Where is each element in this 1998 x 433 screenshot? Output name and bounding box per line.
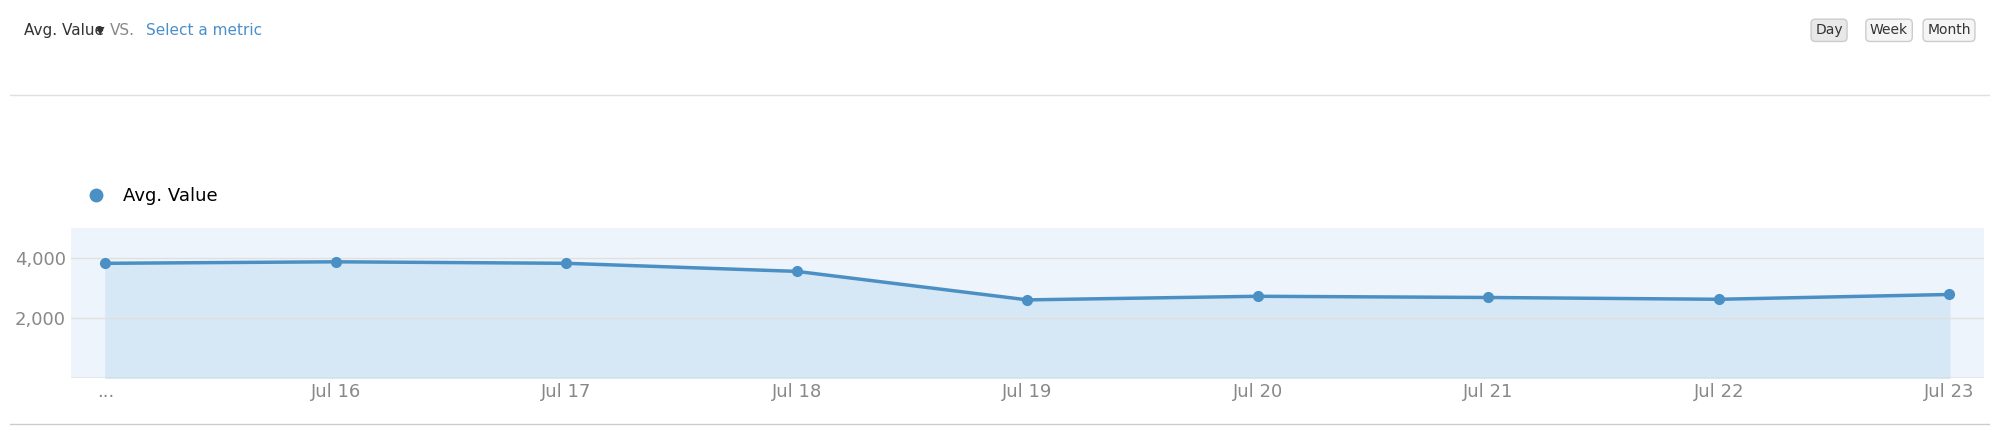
Text: ▼: ▼ bbox=[96, 25, 104, 36]
Point bbox=[1241, 293, 1273, 300]
Legend: Avg. Value: Avg. Value bbox=[70, 180, 224, 213]
Point bbox=[90, 260, 122, 267]
Point bbox=[549, 260, 581, 267]
Text: Select a metric: Select a metric bbox=[146, 23, 262, 38]
Point bbox=[1702, 296, 1734, 303]
Text: Avg. Value: Avg. Value bbox=[24, 23, 104, 38]
Text: VS.: VS. bbox=[110, 23, 136, 38]
Text: Month: Month bbox=[1926, 23, 1970, 37]
Text: Week: Week bbox=[1868, 23, 1908, 37]
Point bbox=[781, 268, 813, 275]
Point bbox=[320, 259, 352, 265]
Point bbox=[1932, 291, 1964, 298]
Text: Day: Day bbox=[1814, 23, 1842, 37]
Point bbox=[1473, 294, 1504, 301]
Point bbox=[1011, 297, 1043, 304]
